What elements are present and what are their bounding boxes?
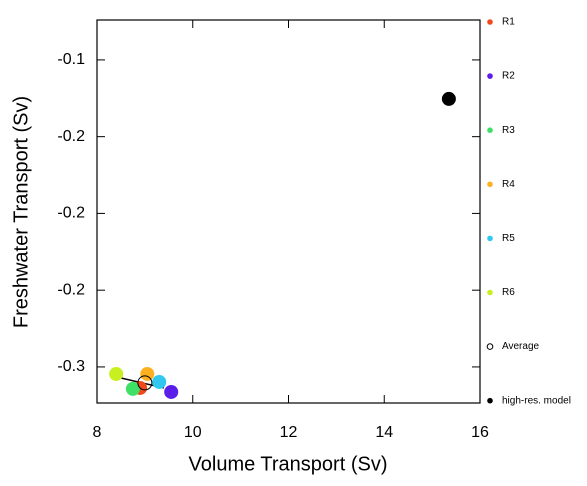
y-tick-label: -0.2: [57, 205, 85, 222]
y-tick-label: -0.2: [57, 128, 85, 145]
point: [125, 381, 140, 396]
legend-marker: [486, 343, 494, 350]
plot-frame: [96, 19, 481, 404]
legend-label: R4: [502, 179, 515, 190]
legend-marker: [487, 73, 493, 79]
legend-marker: [487, 19, 493, 25]
legend-label: R6: [502, 287, 515, 298]
y-tick-label: -0.2: [57, 281, 85, 298]
x-tick-label: 14: [375, 424, 393, 441]
legend-marker: [487, 235, 493, 242]
legend-marker: [487, 397, 493, 404]
legend-marker: [487, 181, 493, 188]
legend-label: R5: [502, 233, 515, 244]
legend-marker: [487, 289, 493, 296]
point: [441, 91, 456, 106]
legend-marker: [487, 127, 493, 133]
y-tick-label: -0.3: [57, 358, 85, 375]
x-axis-label: Volume Transport (Sv): [189, 453, 388, 475]
legend-label: high-res. model: [502, 395, 571, 406]
y-axis-label: Freshwater Transport (Sv): [10, 96, 32, 328]
point: [164, 384, 179, 399]
point: [109, 366, 124, 381]
legend-label: Average: [502, 341, 540, 352]
point: [152, 374, 167, 389]
point: [137, 375, 153, 391]
legend-label: R2: [502, 71, 515, 82]
x-tick-label: 8: [93, 424, 102, 441]
point: [140, 366, 155, 381]
legend-label: R3: [502, 125, 515, 136]
x-tick-label: 16: [471, 424, 489, 441]
x-tick-label: 12: [280, 424, 298, 441]
legend-label: R1: [502, 17, 515, 28]
x-tick-label: 10: [184, 424, 202, 441]
y-tick-label: -0.1: [57, 51, 85, 68]
